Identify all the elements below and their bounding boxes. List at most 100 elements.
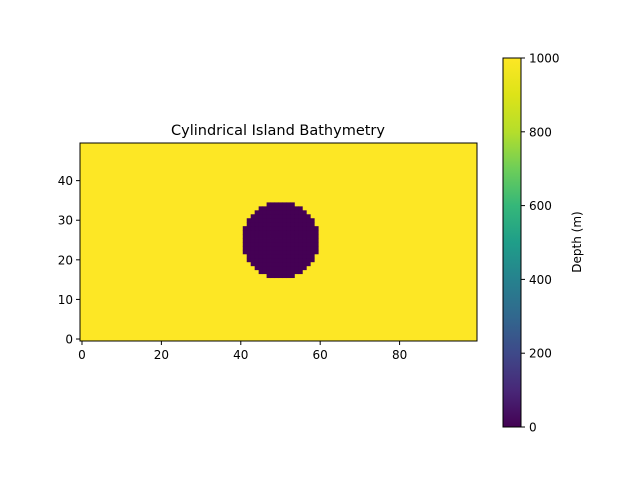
- island-cell: [294, 222, 299, 227]
- island-cell: [290, 261, 295, 267]
- island-cell: [310, 222, 315, 227]
- island-cell: [294, 226, 299, 231]
- island-cell: [282, 222, 287, 227]
- island-cell: [282, 210, 287, 215]
- island-cell: [294, 214, 299, 219]
- island-cell: [314, 230, 319, 235]
- island-cell: [306, 230, 311, 235]
- island-cell: [254, 257, 260, 263]
- island-cell: [302, 230, 307, 235]
- island-cell: [266, 253, 271, 259]
- island-cell: [250, 238, 256, 243]
- island-cell: [294, 257, 299, 263]
- island-cell: [278, 210, 283, 215]
- island-cell: [270, 230, 275, 235]
- island-cell: [286, 222, 291, 227]
- island-cell: [290, 230, 295, 235]
- island-cell: [302, 226, 307, 231]
- island-cell: [282, 238, 287, 243]
- island-cell: [294, 265, 299, 271]
- island-cell: [246, 242, 252, 247]
- y-tick-label: 40: [58, 174, 73, 188]
- island-cell: [278, 234, 283, 239]
- island-cell: [258, 265, 264, 271]
- island-cell: [290, 265, 295, 271]
- island-cell: [286, 253, 291, 259]
- island-cell: [290, 210, 295, 215]
- island-cell: [310, 249, 315, 255]
- island-cell: [270, 226, 275, 231]
- island-cell: [270, 265, 275, 271]
- island-cell: [254, 253, 260, 259]
- island-cell: [266, 218, 271, 223]
- island-cell: [286, 230, 291, 235]
- island-cell: [298, 222, 303, 227]
- island-cell: [242, 245, 248, 251]
- island-cell: [262, 226, 267, 231]
- island-cell: [306, 253, 311, 259]
- island-cell: [298, 245, 303, 251]
- island-cell: [270, 210, 275, 215]
- island-cell: [246, 238, 252, 243]
- island-cell: [246, 253, 252, 259]
- island-cell: [258, 210, 264, 215]
- island-cell: [270, 273, 275, 279]
- island-cell: [266, 206, 271, 211]
- island-cell: [254, 210, 260, 215]
- island-cell: [278, 261, 283, 267]
- island-cell: [282, 214, 287, 219]
- x-tick-label: 40: [233, 348, 248, 362]
- island-cell: [262, 253, 267, 259]
- island-cell: [258, 253, 264, 259]
- island-cell: [298, 257, 303, 263]
- island-cell: [266, 269, 271, 275]
- island-cell: [270, 206, 275, 211]
- island-cell: [310, 234, 315, 239]
- island-cell: [274, 210, 279, 215]
- island-cell: [262, 261, 267, 267]
- colorbar-tick-label: 1000: [529, 52, 560, 66]
- island-cell: [294, 242, 299, 247]
- island-cell: [278, 253, 283, 259]
- island-cell: [258, 238, 264, 243]
- colorbar: [502, 57, 522, 428]
- island-cell: [294, 210, 299, 215]
- island-cell: [274, 218, 279, 223]
- island-cell: [258, 269, 264, 275]
- island-cell: [254, 222, 260, 227]
- island-cell: [274, 261, 279, 267]
- island-cell: [294, 230, 299, 235]
- island-cell: [250, 214, 256, 219]
- island-cell: [282, 202, 287, 207]
- island-cell: [262, 234, 267, 239]
- island-cell: [290, 249, 295, 255]
- island-cell: [302, 214, 307, 219]
- island-cell: [278, 242, 283, 247]
- island-cell: [286, 249, 291, 255]
- island-cell: [290, 202, 295, 207]
- island-cell: [282, 257, 287, 263]
- island-cell: [286, 273, 291, 279]
- island-cell: [242, 226, 248, 231]
- island-cell: [302, 218, 307, 223]
- island-cell: [314, 249, 319, 255]
- island-cell: [254, 214, 260, 219]
- island-cell: [254, 234, 260, 239]
- plot-frame: [79, 142, 478, 342]
- island-cell: [246, 249, 252, 255]
- island-cell: [274, 269, 279, 275]
- island-cell: [302, 261, 307, 267]
- island-cell: [270, 218, 275, 223]
- island-cell: [278, 230, 283, 235]
- island-cell: [290, 273, 295, 279]
- island-cell: [270, 214, 275, 219]
- island-cell: [306, 261, 311, 267]
- island-cell: [302, 238, 307, 243]
- island-cell: [278, 273, 283, 279]
- island-cell: [286, 257, 291, 263]
- island-cell: [286, 261, 291, 267]
- island-cell: [274, 214, 279, 219]
- island-cell: [266, 273, 271, 279]
- island-cell: [270, 249, 275, 255]
- island-cell: [266, 257, 271, 263]
